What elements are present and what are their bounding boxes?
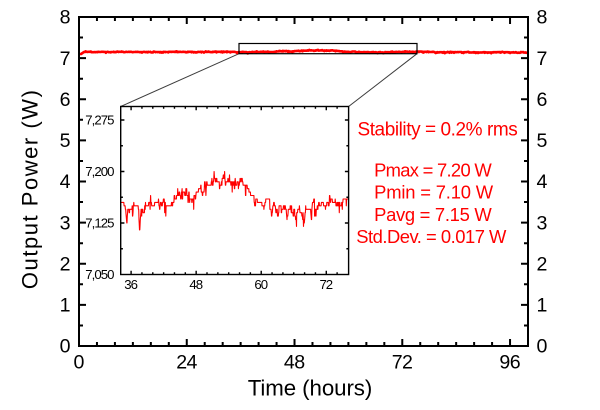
svg-text:7: 7 xyxy=(60,48,71,70)
svg-text:0: 0 xyxy=(74,351,85,373)
svg-text:4: 4 xyxy=(60,171,71,193)
svg-text:0: 0 xyxy=(537,336,548,358)
svg-text:5: 5 xyxy=(60,130,71,152)
svg-text:7,200: 7,200 xyxy=(85,164,114,179)
svg-text:60: 60 xyxy=(254,277,268,292)
svg-text:48: 48 xyxy=(284,351,305,373)
svg-text:0: 0 xyxy=(60,336,71,358)
svg-text:3: 3 xyxy=(537,212,548,234)
svg-text:1: 1 xyxy=(60,295,71,317)
svg-text:7,050: 7,050 xyxy=(85,267,114,282)
svg-text:Std.Dev. = 0.017 W: Std.Dev. = 0.017 W xyxy=(356,226,507,247)
svg-text:2: 2 xyxy=(537,254,548,276)
svg-text:24: 24 xyxy=(176,351,197,373)
svg-text:2: 2 xyxy=(60,254,71,276)
svg-text:7,275: 7,275 xyxy=(85,113,114,128)
svg-text:6: 6 xyxy=(537,89,548,111)
svg-text:7,125: 7,125 xyxy=(85,216,114,231)
svg-text:96: 96 xyxy=(499,351,520,373)
svg-text:6: 6 xyxy=(60,89,71,111)
svg-text:Output Power (W): Output Power (W) xyxy=(17,90,42,289)
svg-text:72: 72 xyxy=(319,277,333,292)
svg-text:Pmin = 7.10 W: Pmin = 7.10 W xyxy=(374,182,494,203)
svg-text:7: 7 xyxy=(537,48,548,70)
svg-text:1: 1 xyxy=(537,295,548,317)
svg-text:5: 5 xyxy=(537,130,548,152)
svg-text:8: 8 xyxy=(60,7,71,29)
svg-text:Stability = 0.2% rms: Stability = 0.2% rms xyxy=(357,119,517,140)
svg-text:4: 4 xyxy=(537,171,548,193)
svg-text:48: 48 xyxy=(189,277,203,292)
svg-text:36: 36 xyxy=(124,277,138,292)
svg-text:Pavg = 7.15 W: Pavg = 7.15 W xyxy=(374,204,492,225)
svg-text:72: 72 xyxy=(392,351,413,373)
svg-text:Time (hours): Time (hours) xyxy=(248,376,373,401)
svg-text:3: 3 xyxy=(60,212,71,234)
svg-text:8: 8 xyxy=(537,7,548,29)
svg-text:Pmax = 7.20 W: Pmax = 7.20 W xyxy=(374,159,492,180)
